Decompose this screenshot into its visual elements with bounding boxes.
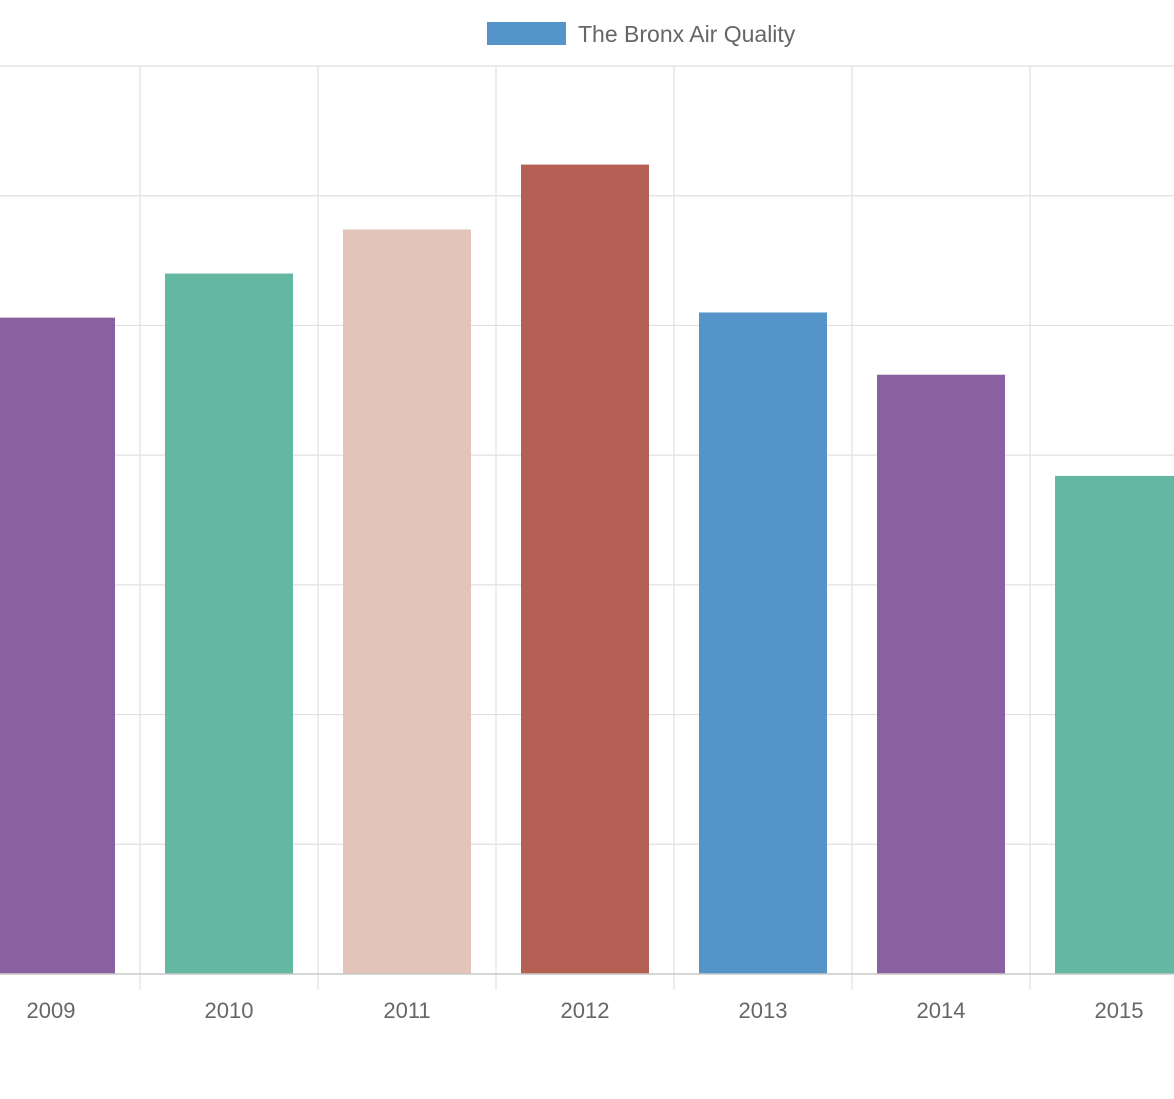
x-tick-label-2011: 2011 — [383, 998, 430, 1023]
bar-2012[interactable] — [521, 164, 649, 974]
legend-swatch[interactable] — [487, 22, 566, 45]
bar-2011[interactable] — [343, 229, 471, 974]
legend-label[interactable]: The Bronx Air Quality — [578, 21, 796, 47]
bars — [0, 164, 1174, 975]
x-tick-label-2014: 2014 — [917, 998, 966, 1023]
bar-2014[interactable] — [877, 374, 1005, 975]
bar-2010[interactable] — [165, 273, 293, 974]
x-axis: 2009 2010 2011 2012 2013 2014 2015 — [0, 973, 1174, 1023]
bar-2009[interactable] — [0, 317, 115, 974]
x-tick-label-2009: 2009 — [27, 998, 76, 1023]
x-tick-label-2010: 2010 — [205, 998, 254, 1023]
x-tick-label-2015: 2015 — [1095, 998, 1144, 1023]
x-tick-label-2013: 2013 — [739, 998, 788, 1023]
bar-2013[interactable] — [699, 312, 827, 974]
x-tick-label-2012: 2012 — [561, 998, 610, 1023]
legend[interactable]: The Bronx Air Quality — [487, 21, 796, 47]
bar-2015[interactable] — [1055, 475, 1174, 974]
